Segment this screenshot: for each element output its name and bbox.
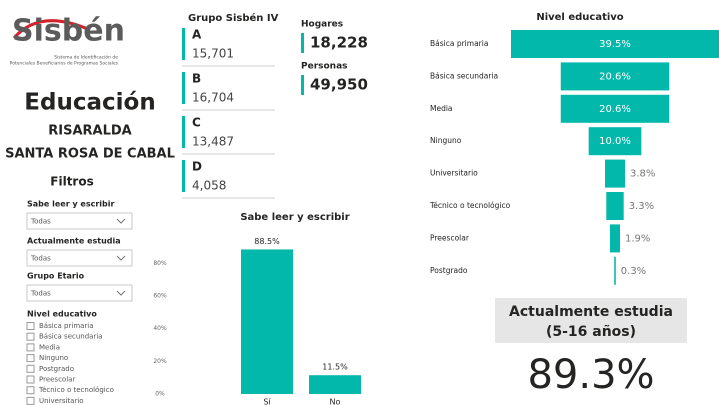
y-tick-label: 20%	[153, 358, 167, 365]
total-value: 49,950	[310, 76, 368, 94]
funnel-bar	[511, 30, 719, 58]
card-value: 13,487	[192, 135, 234, 149]
card-value: 4,058	[192, 179, 226, 193]
data-label: 20.6%	[599, 71, 631, 82]
checkbox-label: Postgrado	[39, 365, 74, 373]
checkbox[interactable]	[26, 386, 35, 395]
y-tick-label: 80%	[153, 260, 167, 267]
x-tick-label: No	[330, 398, 341, 405]
funnel-bar	[588, 127, 642, 156]
dropdown-value: Todas	[30, 218, 51, 226]
filters-title: Filtros	[50, 175, 93, 189]
checkbox[interactable]	[26, 332, 35, 341]
y-tick-label: 0%	[155, 391, 165, 398]
category-label: Preescolar	[430, 233, 470, 242]
category-label: Básica primaria	[430, 39, 488, 48]
page-title: Educación	[24, 90, 155, 116]
checkbox[interactable]	[26, 375, 35, 384]
municipality: SANTA ROSA DE CABAL	[5, 147, 175, 162]
logo-swoosh	[12, 19, 91, 39]
total-label: Personas	[301, 62, 348, 72]
checkbox-label: Básica primaria	[39, 322, 94, 330]
checkbox-label: Preescolar	[39, 376, 75, 384]
category-label: Postgrado	[430, 266, 468, 275]
funnel-bar	[604, 159, 626, 188]
category-label: Media	[430, 104, 453, 113]
y-tick-label: 60%	[153, 293, 167, 300]
data-label: 0.3%	[621, 266, 646, 277]
data-label: 10.0%	[599, 136, 631, 147]
dropdown-value: Todas	[30, 290, 51, 298]
filter-label: Grupo Etario	[27, 272, 85, 281]
data-label: 3.3%	[629, 201, 654, 212]
logo-tagline: Sistema de Identificación de	[54, 54, 118, 61]
category-label: Ninguno	[430, 136, 462, 145]
kpi-box	[495, 298, 687, 343]
filter-label: Sabe leer y escribir	[27, 200, 115, 209]
card-accent	[182, 28, 185, 60]
kpi-title: (5-16 años)	[546, 324, 636, 340]
logo-tagline: Potenciales Beneficiarios de Programas S…	[10, 61, 119, 67]
card-value: 16,704	[192, 91, 234, 105]
bar	[309, 375, 361, 394]
dropdown-chevron	[116, 218, 126, 224]
card-accent	[182, 116, 185, 148]
data-label: 20.6%	[599, 104, 631, 115]
total-accent	[301, 75, 304, 95]
card-name: A	[192, 28, 202, 42]
category-label: Universitario	[430, 169, 478, 178]
department: RISARALDA	[48, 124, 131, 139]
dropdown-chevron	[116, 290, 126, 296]
groups-title: Grupo Sisbén IV	[188, 12, 279, 24]
checkbox[interactable]	[26, 364, 35, 373]
card-accent	[182, 72, 185, 104]
data-label: 11.5%	[322, 363, 348, 372]
data-label: 39.5%	[599, 39, 631, 50]
card-value: 15,701	[192, 47, 234, 61]
logo-name: Sisbén	[12, 14, 125, 49]
checkbox[interactable]	[26, 396, 35, 405]
total-accent	[301, 33, 304, 53]
card-accent	[182, 160, 185, 192]
card-name: C	[192, 116, 201, 130]
funnel-bar	[560, 62, 670, 91]
dropdown-value: Todas	[30, 255, 51, 263]
funnel-bar	[606, 192, 624, 220]
category-label: Técnico o tecnológico	[429, 201, 511, 210]
x-tick-label: Sí	[263, 398, 271, 405]
dropdown[interactable]	[26, 249, 133, 267]
total-label: Hogares	[301, 20, 343, 30]
kpi-title: Actualmente estudia	[509, 304, 673, 320]
filter-label: Actualmente estudia	[27, 237, 121, 246]
checkbox[interactable]	[26, 322, 35, 330]
checkbox[interactable]	[26, 343, 35, 352]
checkbox-label: Básica secundaria	[39, 333, 103, 341]
data-label: 3.8%	[630, 169, 655, 180]
dropdown-chevron	[116, 255, 126, 261]
chart-title: Nivel educativo	[536, 12, 623, 23]
data-label: 88.5%	[254, 237, 280, 246]
dropdown[interactable]	[26, 212, 133, 230]
y-tick-label: 40%	[153, 325, 167, 332]
checklist-label: Nivel educativo	[27, 310, 97, 319]
funnel-bar	[609, 224, 621, 253]
checkbox-label: Técnico o tecnológico	[38, 386, 114, 394]
bar	[241, 249, 293, 394]
data-label: 1.9%	[625, 233, 650, 244]
dropdown[interactable]	[26, 284, 133, 302]
funnel-bar	[560, 94, 670, 123]
checkbox-label: Media	[39, 343, 60, 351]
checkbox-label: Ninguno	[39, 354, 68, 362]
checkbox[interactable]	[26, 354, 35, 363]
total-value: 18,228	[310, 34, 368, 52]
checkbox-label: Universitario	[39, 397, 84, 405]
card-name: D	[192, 160, 202, 174]
funnel-bar	[614, 256, 616, 285]
card-name: B	[192, 72, 201, 86]
kpi-value: 89.3%	[527, 352, 654, 398]
category-label: Básica secundaria	[430, 71, 498, 80]
chart-title: Sabe leer y escribir	[240, 212, 349, 223]
